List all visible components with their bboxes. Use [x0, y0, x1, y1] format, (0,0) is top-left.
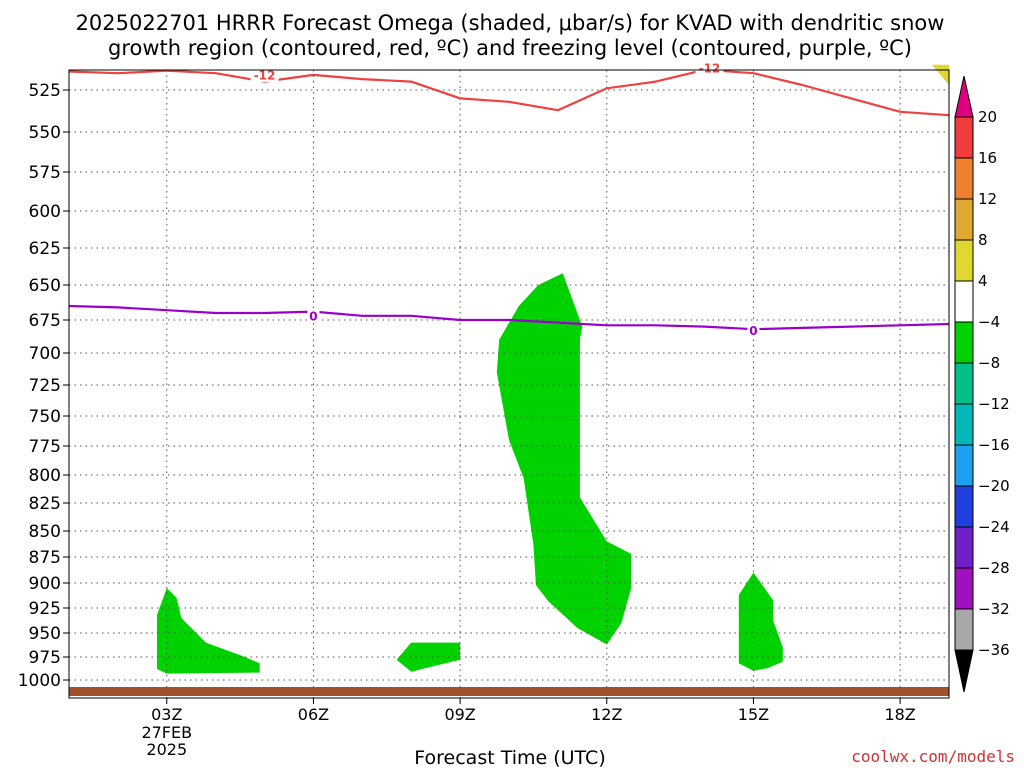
y-tick-label-1000: 1000	[18, 671, 61, 691]
freezing-label-bg-2	[747, 323, 760, 338]
colorbar-tick-label-13: −32	[978, 600, 1010, 618]
ground-surface	[69, 687, 949, 696]
colorbar-segment-7	[954, 362, 974, 405]
y-tick-label-900: 900	[29, 574, 61, 594]
colorbar-tick-label-12: −28	[978, 559, 1010, 577]
y-tick-label-925: 925	[29, 599, 61, 619]
x-tick-label-12Z: 12Z	[591, 705, 622, 724]
x-tick-sublabel-2: 2025	[146, 740, 187, 759]
colorbar-tick-label-14: −36	[978, 641, 1010, 659]
colorbar-segment-1	[954, 116, 974, 159]
chart-title-line2: growth region (contoured, red, ºC) and f…	[108, 36, 912, 60]
omega-region-3	[396, 642, 461, 672]
y-tick-label-975: 975	[29, 648, 61, 668]
y-tick-label-875: 875	[29, 548, 61, 568]
omega-region-1	[496, 273, 632, 645]
colorbar-segment-11	[954, 526, 974, 569]
freezing-contour-label-2: 0	[749, 324, 757, 338]
omega-region-2	[157, 588, 260, 674]
credit-text: coolwx.com/models	[851, 747, 1015, 766]
omega-region-4	[738, 572, 783, 671]
omega-shading	[157, 64, 949, 674]
y-tick-label-800: 800	[29, 466, 61, 486]
y-tick-label-950: 950	[29, 624, 61, 644]
dgz-label-bg-1	[250, 67, 279, 82]
colorbar-tick-label-6: −4	[978, 313, 1000, 331]
colorbar-segment-10	[954, 485, 974, 528]
colorbar-tick-label-5: 4	[978, 272, 988, 290]
colorbar-tick-label-8: −12	[978, 395, 1010, 413]
y-tick-label-575: 575	[29, 163, 61, 183]
freezing-contour-line	[68, 304, 950, 331]
x-tick-sublabel-1: 27FEB	[141, 723, 192, 742]
colorbar-tick-label-3: 12	[978, 190, 997, 208]
dgz-contour-label-2: -12	[699, 62, 721, 76]
y-tick-label-650: 650	[29, 276, 61, 296]
x-tick-label-15Z: 15Z	[738, 705, 769, 724]
colorbar: 20 16 12 8 4 −4 −8 −12 −16 −20 −24 −28 −32 −36	[954, 75, 1010, 693]
colorbar-bottom-arrow	[954, 649, 974, 693]
colorbar-tick-label-4: 8	[978, 231, 988, 249]
colorbar-segment-9	[954, 444, 974, 487]
colorbar-segment-12	[954, 567, 974, 610]
y-axis: 525 550 575 600 625 650 675 700 725 750 775 800 825 8…	[18, 81, 69, 691]
colorbar-tick-label-7: −8	[978, 354, 1000, 372]
x-axis-label: Forecast Time (UTC)	[414, 747, 605, 768]
x-tick-label-06Z: 06Z	[298, 705, 329, 724]
y-tick-label-675: 675	[29, 311, 61, 331]
omega-region-5	[931, 64, 949, 85]
colorbar-tick-label-1: 20	[978, 108, 997, 126]
colorbar-tick-label-9: −16	[978, 436, 1010, 454]
dgz-contour-line	[68, 68, 950, 117]
y-tick-label-825: 825	[29, 494, 61, 514]
colorbar-tick-label-11: −24	[978, 518, 1010, 536]
colorbar-top-arrow	[954, 75, 974, 118]
y-tick-label-725: 725	[29, 376, 61, 396]
dgz-contour-label-1: -12	[254, 68, 276, 82]
y-tick-label-525: 525	[29, 81, 61, 101]
colorbar-segment-2	[954, 157, 974, 200]
freezing-contour-label-1: 0	[309, 309, 317, 323]
temperature-contours: -12 -12 0 0	[68, 61, 950, 338]
colorbar-segment-5	[954, 280, 974, 323]
freezing-label-bg-1	[307, 308, 320, 323]
colorbar-segment-13	[954, 608, 974, 651]
y-tick-label-625: 625	[29, 239, 61, 259]
y-tick-label-775: 775	[29, 437, 61, 457]
colorbar-segment-8	[954, 403, 974, 446]
y-tick-label-700: 700	[29, 344, 61, 364]
colorbar-segment-6	[954, 321, 974, 364]
y-tick-label-750: 750	[29, 407, 61, 427]
x-tick-label-09Z: 09Z	[444, 705, 475, 724]
ground-strip	[69, 687, 949, 696]
colorbar-segment-3	[954, 198, 974, 241]
colorbar-segment-4	[954, 239, 974, 282]
y-tick-label-850: 850	[29, 522, 61, 542]
x-tick-label-18Z: 18Z	[884, 705, 915, 724]
chart-title-line1: 2025022701 HRRR Forecast Omega (shaded, …	[76, 11, 945, 35]
colorbar-tick-label-2: 16	[978, 149, 997, 167]
y-tick-label-550: 550	[29, 123, 61, 143]
y-tick-label-600: 600	[29, 202, 61, 222]
colorbar-tick-label-10: −20	[978, 477, 1010, 495]
dgz-label-bg-2	[695, 61, 724, 76]
plot-frame	[68, 69, 950, 699]
x-tick-label-03Z: 03Z	[151, 705, 182, 724]
